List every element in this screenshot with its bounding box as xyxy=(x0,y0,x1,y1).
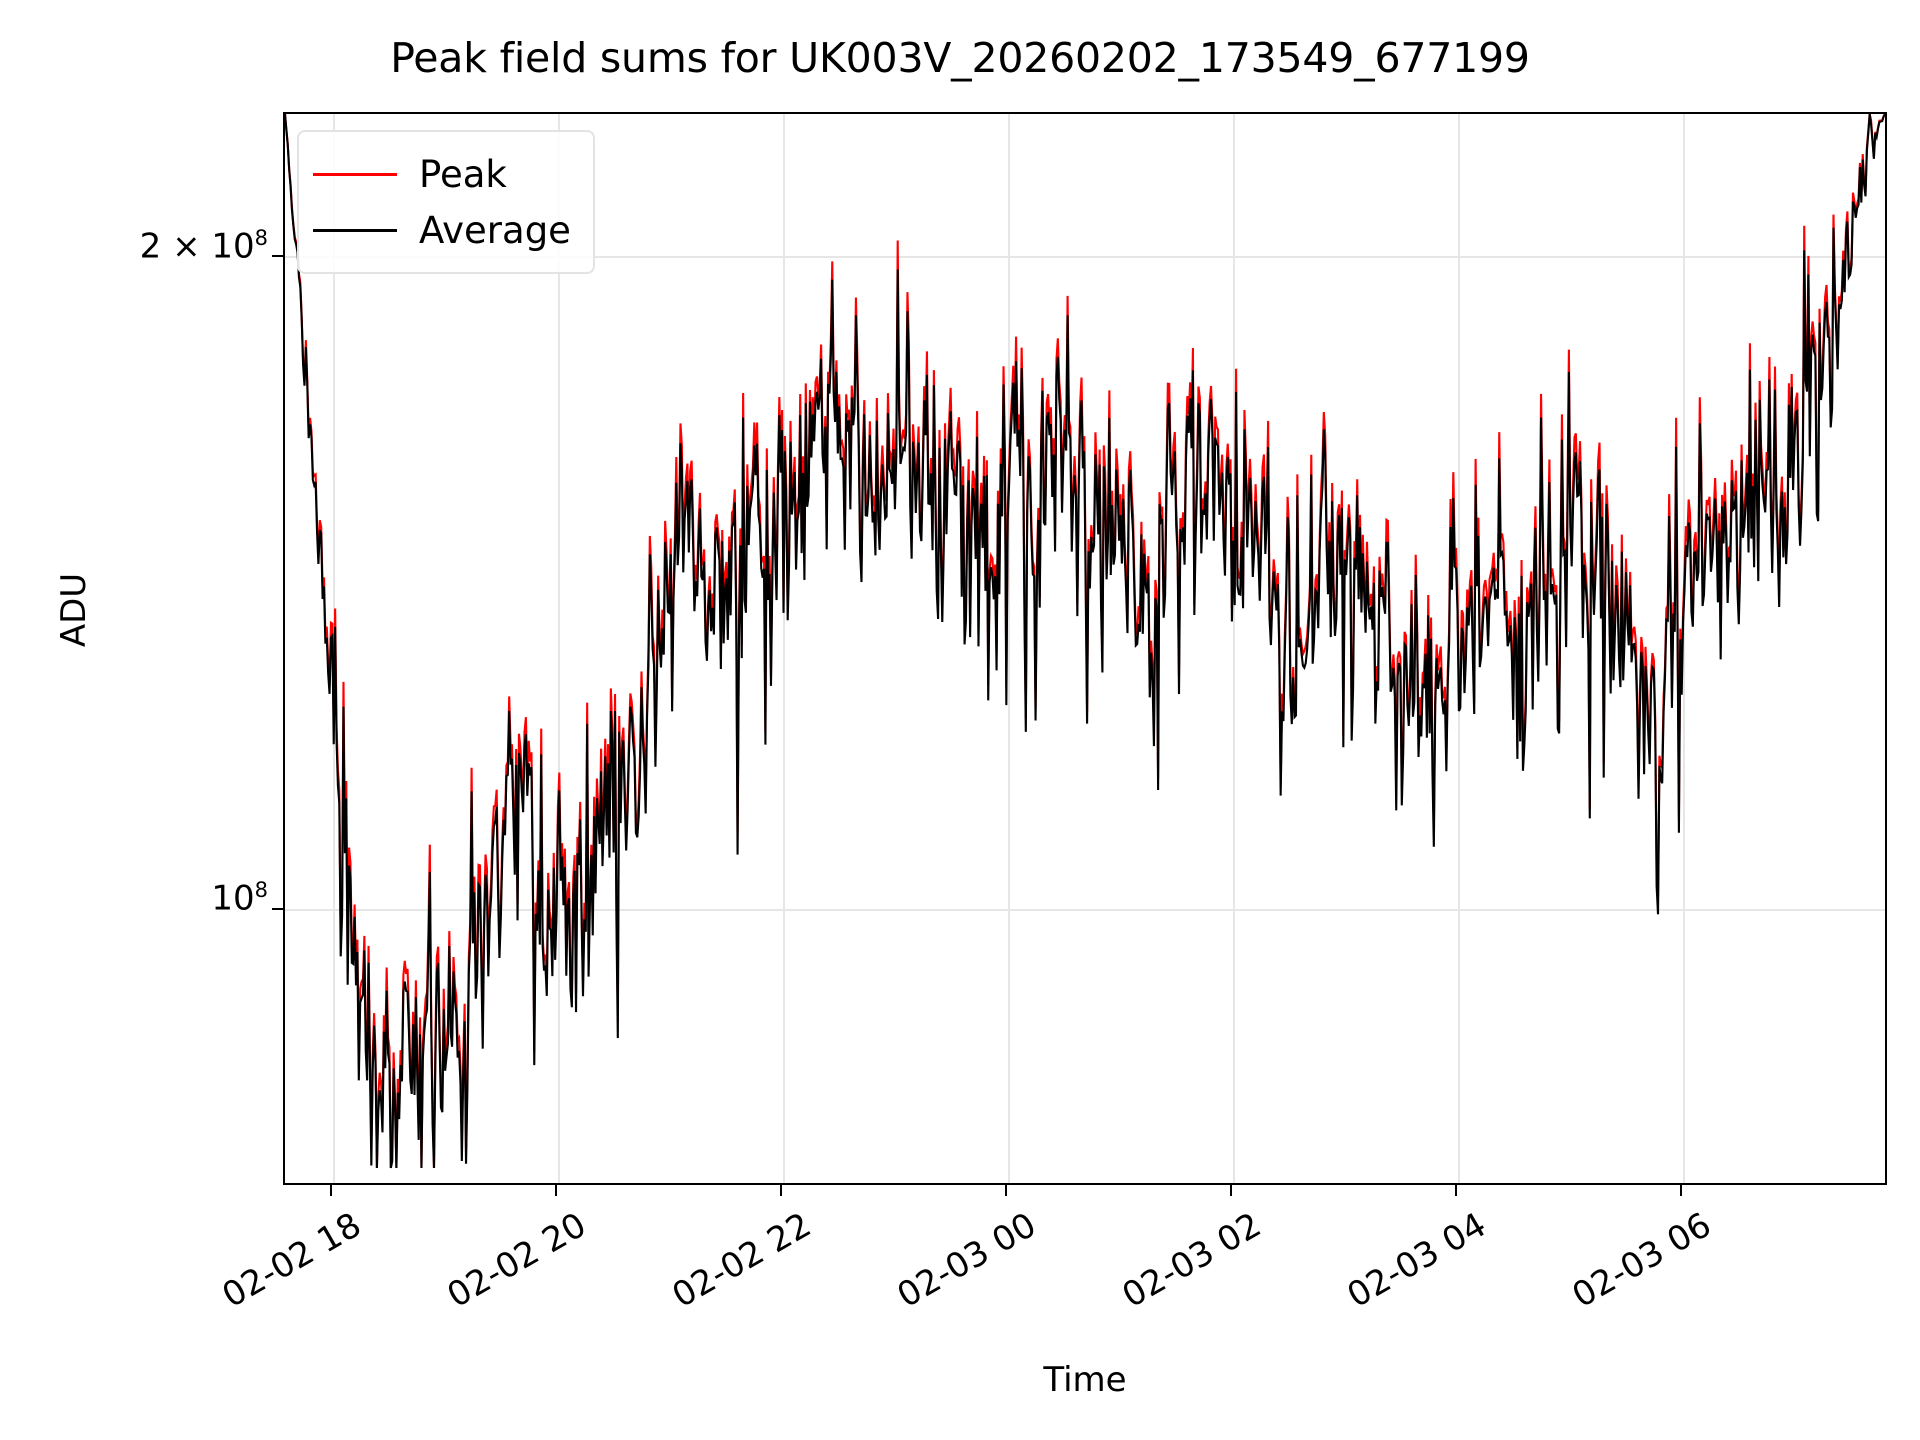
gridline-horizontal xyxy=(285,256,1885,258)
x-tick-mark xyxy=(1005,1185,1008,1196)
legend-item-average: Average xyxy=(313,202,571,258)
y-axis-label: ADU xyxy=(54,572,94,648)
y-tick-mark-2e8 xyxy=(272,255,283,258)
legend-label-average: Average xyxy=(419,208,571,252)
x-tick-mark xyxy=(330,1185,333,1196)
legend-item-peak: Peak xyxy=(313,146,571,202)
series-line-average xyxy=(285,114,1885,1168)
x-tick-mark xyxy=(1230,1185,1233,1196)
y-tick-label-1e8: 108 xyxy=(211,878,268,919)
legend-swatch-peak xyxy=(313,172,397,176)
x-tick-mark xyxy=(780,1185,783,1196)
gridline-vertical xyxy=(1008,114,1010,1183)
x-tick-mark xyxy=(1680,1185,1683,1196)
legend-swatch-average xyxy=(313,228,397,232)
y-tick-label-2e8: 2 × 108 xyxy=(139,226,268,267)
x-axis-label: Time xyxy=(1043,1360,1127,1400)
x-tick-mark xyxy=(555,1185,558,1196)
gridline-vertical xyxy=(558,114,560,1183)
gridline-horizontal xyxy=(285,909,1885,911)
gridline-vertical xyxy=(783,114,785,1183)
page-title: Peak field sums for UK003V_20260202_1735… xyxy=(390,34,1530,82)
x-tick-mark xyxy=(1455,1185,1458,1196)
plot-area xyxy=(283,112,1887,1185)
series-canvas xyxy=(285,114,1885,1183)
gridline-vertical xyxy=(1233,114,1235,1183)
legend-label-peak: Peak xyxy=(419,152,507,196)
y-tick-mark-1e8 xyxy=(272,908,283,911)
gridline-vertical xyxy=(1683,114,1685,1183)
chart-legend: Peak Average xyxy=(297,130,595,274)
